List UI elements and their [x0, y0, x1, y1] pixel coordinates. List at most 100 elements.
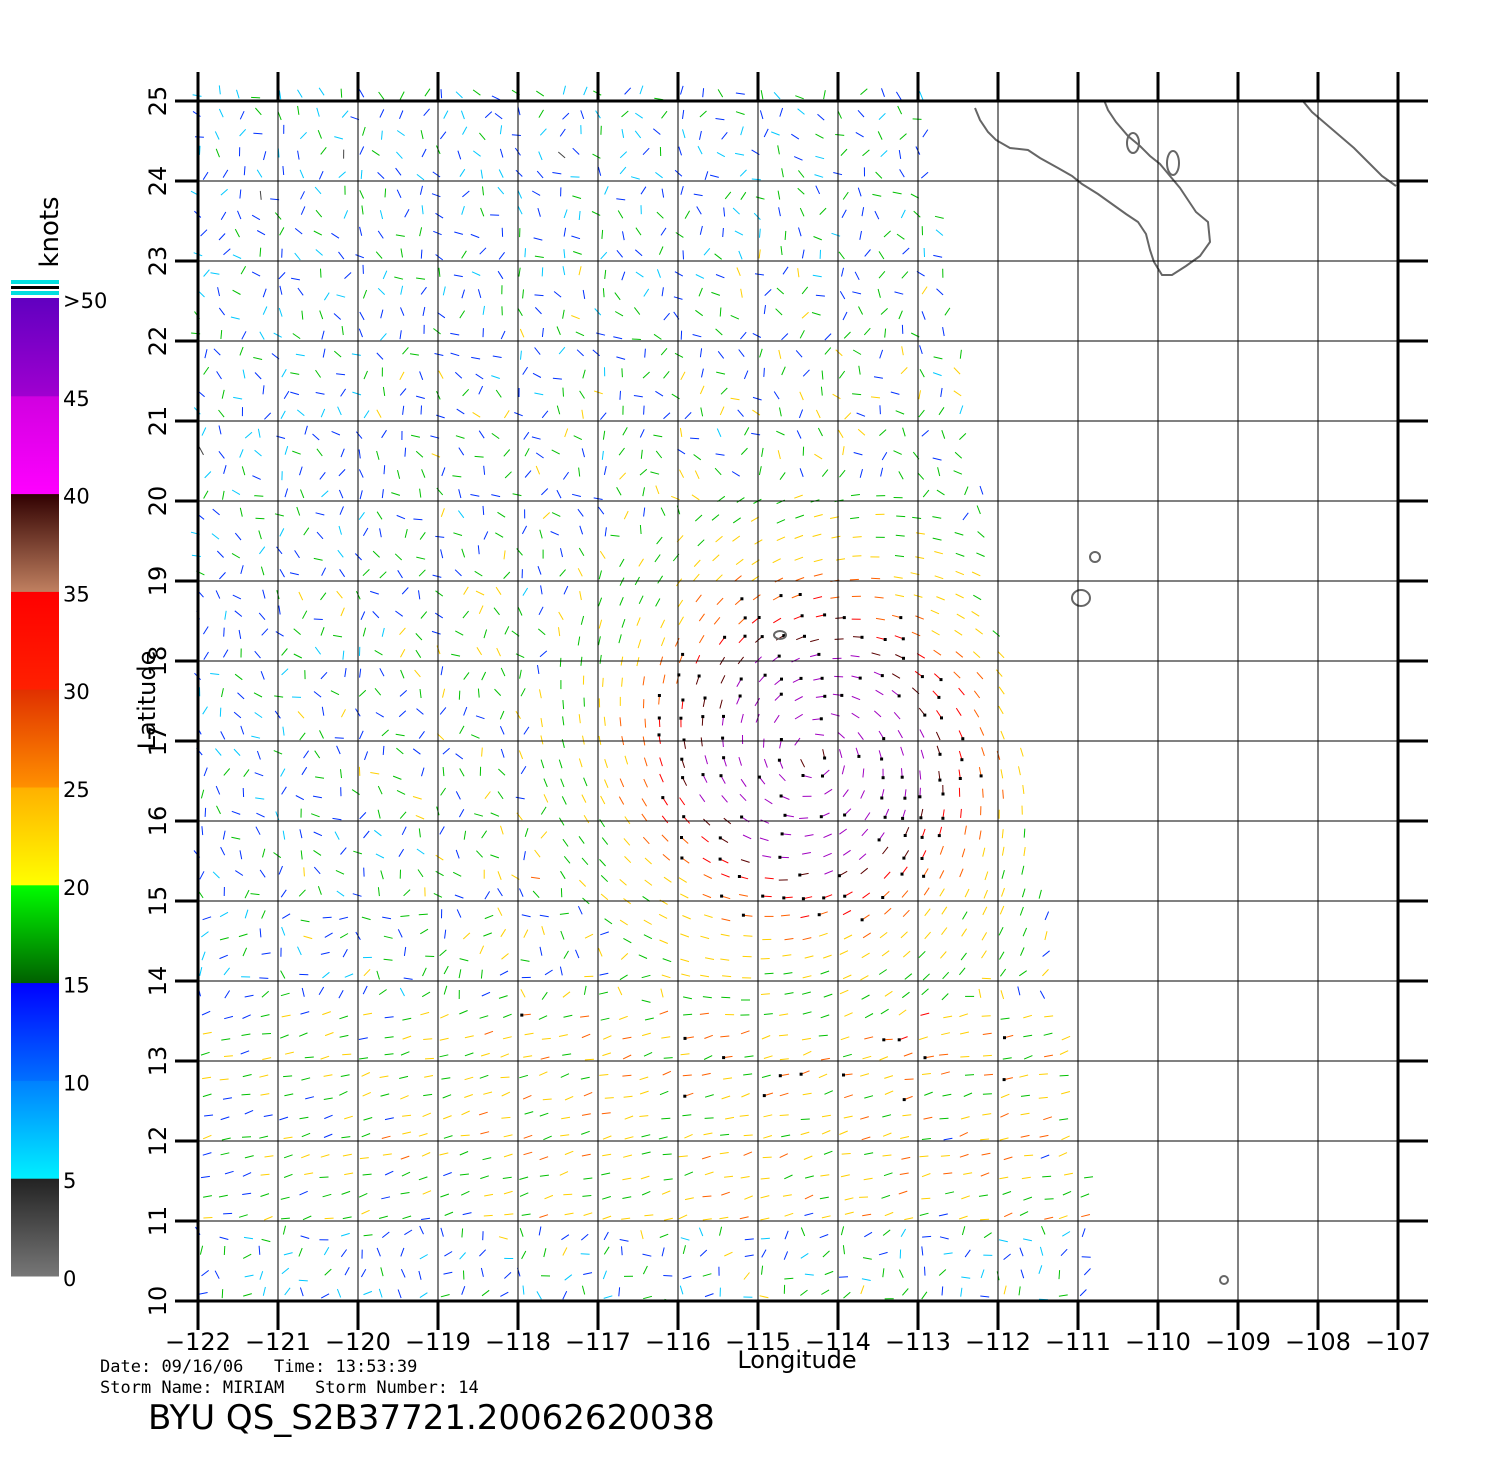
- date-label: Date:: [100, 1357, 152, 1377]
- wind-vector: [480, 1175, 489, 1180]
- wind-vector: [902, 1114, 912, 1117]
- wind-vector: [720, 933, 730, 937]
- wind-vector: [815, 185, 821, 195]
- wind-vector: [842, 446, 845, 456]
- rain-flag-marker: [923, 1056, 927, 1060]
- wind-vector: [320, 671, 328, 680]
- wind-vector: [717, 350, 725, 359]
- wind-vector: [824, 788, 833, 795]
- wind-vector: [600, 795, 606, 805]
- wind-vector: [701, 836, 709, 843]
- wind-vector: [1002, 1191, 1012, 1195]
- wind-vector: [623, 937, 632, 944]
- wind-vector: [439, 826, 445, 835]
- rain-flag-marker: [743, 634, 747, 638]
- wind-vector: [921, 430, 929, 437]
- wind-vector: [377, 887, 380, 897]
- wind-vector: [460, 1134, 470, 1137]
- wind-vector: [839, 828, 847, 835]
- wind-vector: [682, 996, 693, 1000]
- wind-vector: [603, 1231, 609, 1241]
- wind-vector: [842, 910, 852, 916]
- wind-vector: [233, 396, 243, 400]
- wind-vector: [239, 189, 242, 199]
- wind-vector: [363, 1012, 373, 1016]
- wind-vector: [424, 1057, 434, 1060]
- wind-vector: [942, 1093, 952, 1097]
- wind-vector: [539, 689, 542, 699]
- wind-vector: [575, 331, 585, 337]
- wind-vector: [602, 1215, 612, 1220]
- wind-vector: [1020, 1269, 1025, 1279]
- wind-vector: [402, 1131, 412, 1135]
- wind-vector: [379, 109, 385, 118]
- wind-vector: [860, 1285, 865, 1295]
- wind-vector: [619, 577, 625, 586]
- wind-vector: [778, 349, 782, 359]
- wind-vector: [534, 307, 542, 315]
- wind-vector: [973, 690, 981, 699]
- wind-vector: [959, 433, 967, 440]
- wind-vector: [693, 559, 701, 567]
- rain-flag-marker: [819, 717, 823, 721]
- wind-vector: [344, 973, 354, 978]
- wind-vector: [897, 729, 903, 739]
- wind-vector: [562, 266, 566, 276]
- wind-vector: [717, 89, 724, 98]
- wind-vector: [864, 1036, 874, 1040]
- wind-vector: [418, 913, 428, 916]
- wind-vector: [1000, 990, 1005, 1000]
- wind-vector: [939, 888, 945, 897]
- wind-vector: [862, 892, 871, 899]
- wind-vector: [752, 332, 762, 338]
- wind-vector: [778, 207, 781, 217]
- wind-vector: [796, 430, 802, 439]
- wind-vector: [740, 859, 750, 863]
- wind-vector: [820, 386, 823, 396]
- wind-vector: [292, 333, 301, 340]
- wind-vector: [619, 390, 621, 400]
- wind-vector: [659, 757, 663, 767]
- wind-vector: [962, 512, 969, 521]
- wind-vector: [1063, 1172, 1074, 1176]
- wind-vector: [752, 396, 762, 401]
- x-axis-label: Longitude: [737, 1346, 856, 1374]
- wind-vector: [477, 545, 480, 555]
- wind-vector: [831, 232, 841, 237]
- wind-vector: [219, 1078, 229, 1081]
- wind-vector: [314, 646, 322, 655]
- wind-vector: [580, 615, 585, 625]
- wind-vector: [819, 1234, 829, 1239]
- wind-vector: [1024, 1154, 1034, 1157]
- wind-vector: [623, 838, 631, 846]
- wind-vector: [243, 1236, 254, 1240]
- wind-vector: [231, 836, 241, 840]
- wind-vector: [218, 85, 221, 95]
- wind-vector: [521, 1213, 531, 1216]
- wind-vector: [320, 1293, 330, 1299]
- rain-flag-marker: [721, 736, 725, 740]
- wind-vector: [280, 992, 290, 997]
- wind-vector: [821, 469, 829, 477]
- wind-vector: [558, 759, 563, 769]
- wind-vector: [363, 410, 370, 419]
- wind-vector: [281, 786, 287, 795]
- wind-vector: [381, 1196, 391, 1200]
- wind-vector: [924, 1091, 933, 1096]
- wind-vector: [802, 1011, 812, 1015]
- wind-vector: [603, 1246, 610, 1255]
- wind-vector: [216, 805, 221, 815]
- wind-vector: [202, 706, 208, 715]
- wind-vector: [983, 889, 988, 899]
- wind-vector: [938, 407, 945, 416]
- wind-vector: [921, 286, 928, 295]
- wind-vector: [839, 950, 849, 955]
- wind-vector: [961, 848, 966, 858]
- wind-vector: [663, 876, 672, 883]
- wind-vector: [763, 1055, 773, 1059]
- wind-vector: [852, 291, 862, 295]
- wind-vector: [719, 1152, 729, 1155]
- wind-vector: [797, 187, 805, 195]
- wind-vector: [524, 248, 526, 258]
- wind-vector: [940, 951, 947, 959]
